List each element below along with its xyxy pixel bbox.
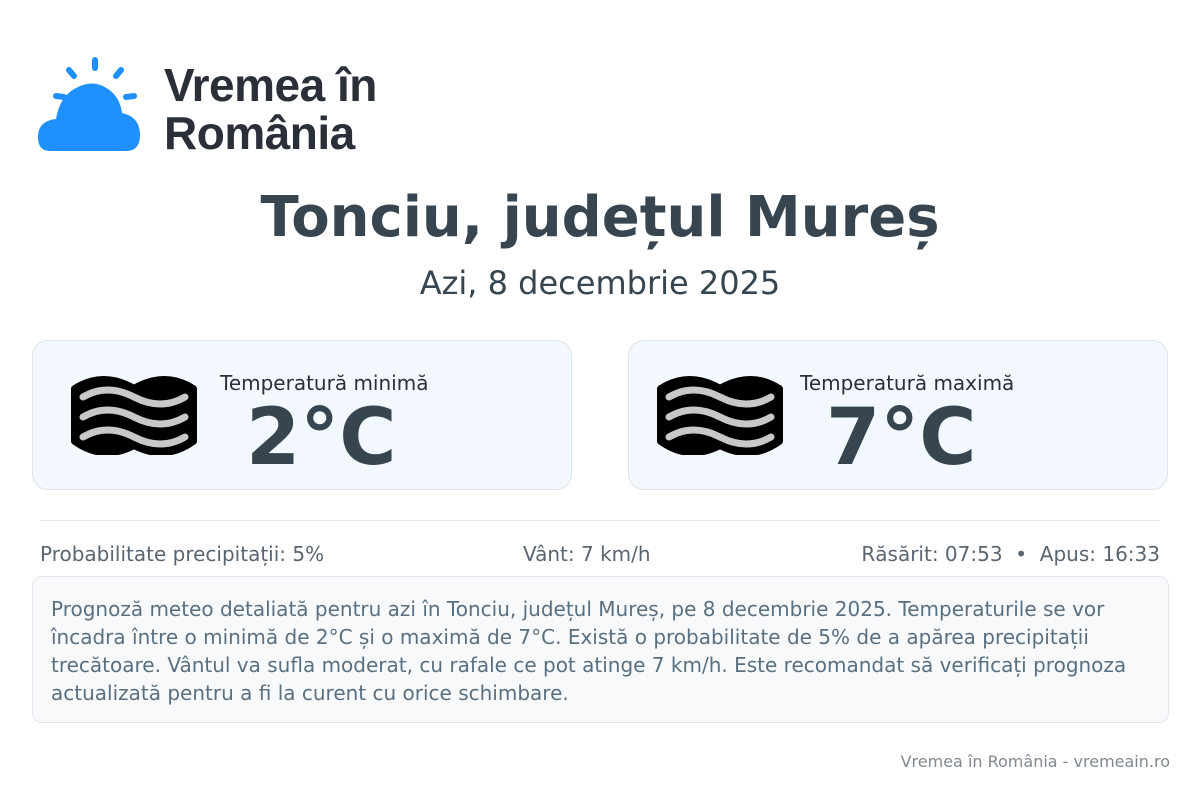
forecast-description: Prognoză meteo detaliată pentru azi în T… xyxy=(32,576,1169,723)
max-temp-value: 7°C xyxy=(826,393,977,483)
min-temp-card: Temperatură minimă 2°C xyxy=(32,340,572,490)
divider xyxy=(40,520,1160,521)
min-temp-value: 2°C xyxy=(246,393,397,483)
fog-icon xyxy=(71,376,197,455)
precipitation-stat: Probabilitate precipitații: 5% xyxy=(40,542,325,566)
sun-times-stat: Răsărit: 07:53 • Apus: 16:33 xyxy=(861,542,1160,566)
logo-line1: Vremea în xyxy=(164,59,377,111)
wind-stat: Vânt: 7 km/h xyxy=(523,542,651,566)
logo-line2: România xyxy=(164,107,355,159)
sun-cloud-icon xyxy=(38,57,140,151)
page-title: Tonciu, județul Mureș xyxy=(260,185,940,250)
date-subtitle: Azi, 8 decembrie 2025 xyxy=(419,264,781,302)
fog-icon xyxy=(657,376,783,455)
logo[interactable]: Vremea în România xyxy=(36,55,436,160)
max-temp-label: Temperatură maximă xyxy=(800,371,1015,395)
min-temp-label: Temperatură minimă xyxy=(220,371,429,395)
max-temp-card: Temperatură maximă 7°C xyxy=(628,340,1168,490)
footer-credit[interactable]: Vremea în România - vremeain.ro xyxy=(900,752,1170,771)
